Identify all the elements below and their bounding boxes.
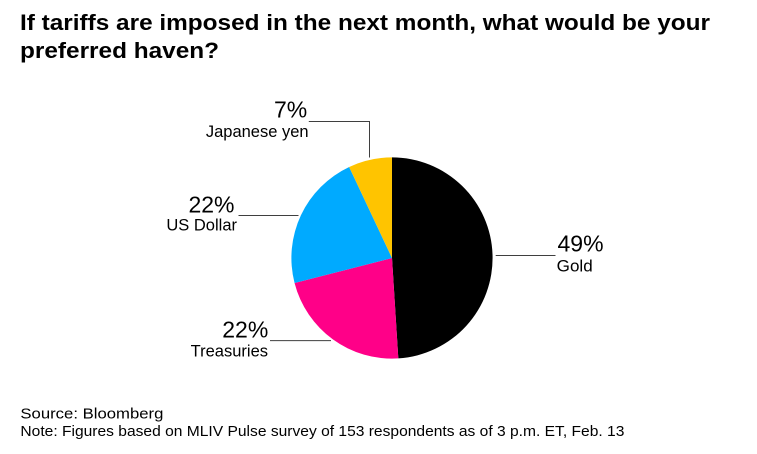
svg-text:US Dollar: US Dollar [166,216,237,234]
svg-text:7%: 7% [274,97,307,123]
svg-text:49%: 49% [558,231,604,257]
svg-text:Treasuries: Treasuries [191,343,268,361]
svg-text:If tariffs are imposed in the: If tariffs are imposed in the next month… [20,10,710,35]
svg-text:22%: 22% [188,192,234,218]
svg-text:Gold: Gold [557,258,593,276]
svg-text:Japanese yen: Japanese yen [206,123,309,141]
svg-text:preferred haven?: preferred haven? [20,38,219,63]
svg-text:Note: Figures based on MLIV Pu: Note: Figures based on MLIV Pulse survey… [20,424,624,440]
svg-text:Source: Bloomberg: Source: Bloomberg [20,407,163,423]
svg-text:22%: 22% [222,317,268,343]
